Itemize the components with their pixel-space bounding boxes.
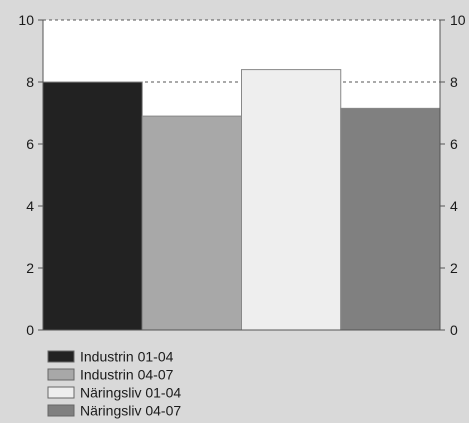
bar-2 [141,115,242,331]
y-tick-label-left-8: 8 [26,74,34,90]
legend-label-2: Industrin 04-07 [80,367,174,383]
bar-1 [42,81,143,331]
y-tick-label-left-10: 10 [18,12,34,28]
legend-swatch-1 [47,350,75,363]
y-tick-label-left-0: 0 [26,322,34,338]
legend-swatch-4 [47,404,75,417]
y-tick-label-right-4: 4 [450,198,458,214]
y-tick-label-right-2: 2 [450,260,458,276]
legend-label-3: Näringsliv 01-04 [80,385,181,401]
axes-layer: 0 0 2 2 4 4 6 6 8 8 10 10 [18,12,465,338]
bar-4 [340,107,441,331]
legend-swatch-3 [47,386,75,399]
legend: Industrin 01-04 Industrin 04-07 Näringsliv… [47,349,181,419]
y-tick-label-right-10: 10 [450,12,466,28]
bars-layer [42,69,441,331]
y-tick-label-left-2: 2 [26,260,34,276]
bar-3 [241,69,342,331]
y-tick-label-left-4: 4 [26,198,34,214]
y-tick-label-left-6: 6 [26,136,34,152]
y-tick-label-right-8: 8 [450,74,458,90]
y-tick-label-right-0: 0 [450,322,458,338]
legend-swatch-2 [47,368,75,381]
legend-label-4: Näringsliv 04-07 [80,403,181,419]
y-tick-label-right-6: 6 [450,136,458,152]
legend-label-1: Industrin 01-04 [80,349,174,365]
